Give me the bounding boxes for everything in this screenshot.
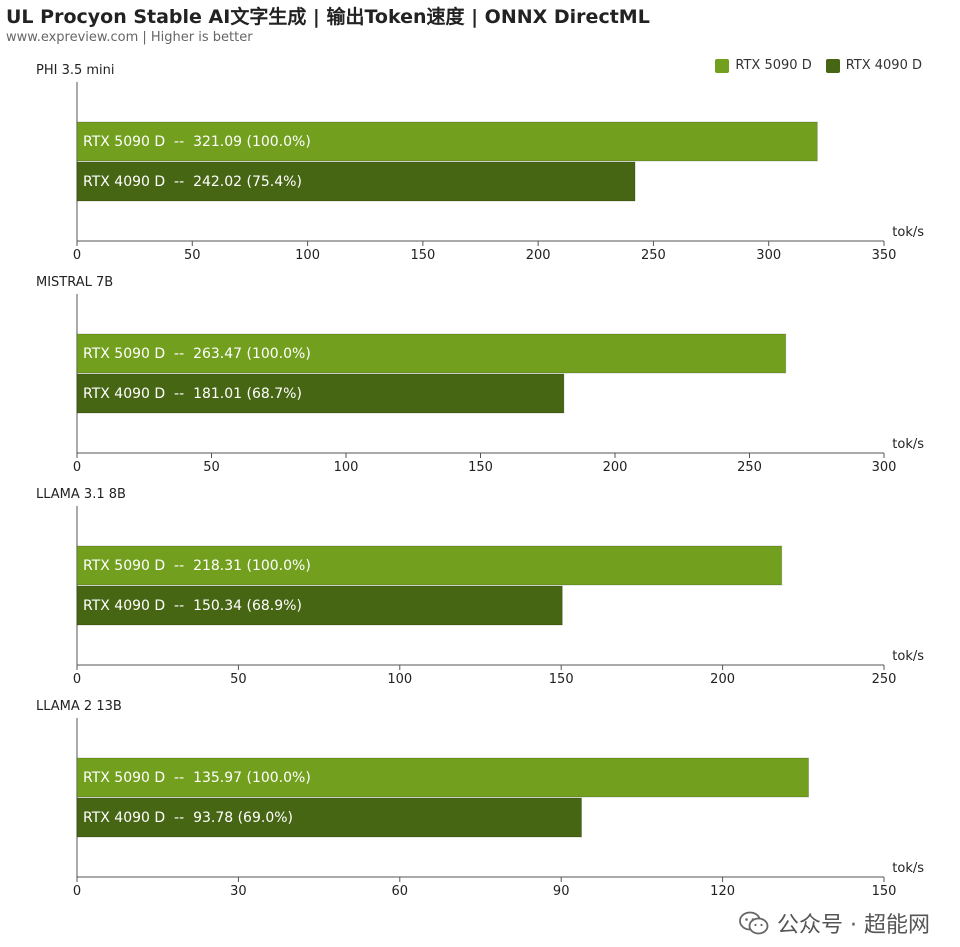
tick-label-llama-2-13b-60: 60	[392, 884, 409, 899]
bar-mistral-7b-rtx-5090-d	[76, 333, 787, 374]
bar-label-llama-3-1-8b-rtx-5090-d: RTX 5090 D -- 218.31 (100.0%)	[83, 558, 311, 574]
panel-title-phi-3-5-mini: PHI 3.5 mini	[36, 63, 115, 78]
bar-label-phi-3-5-mini-rtx-4090-d: RTX 4090 D -- 242.02 (75.4%)	[83, 174, 302, 190]
legend-swatch-rtx-4090-d	[825, 58, 840, 73]
tick-label-phi-3-5-mini-300: 300	[756, 248, 781, 263]
bar-label-llama-2-13b-rtx-4090-d: RTX 4090 D -- 93.78 (69.0%)	[83, 810, 293, 826]
bar-phi-3-5-mini-rtx-4090-d	[76, 161, 636, 202]
tick-label-llama-3-1-8b-50: 50	[230, 672, 247, 687]
x-axis-label-mistral-7b: tok/s	[892, 437, 924, 452]
tick-label-mistral-7b-0: 0	[73, 460, 81, 475]
tick-label-mistral-7b-300: 300	[872, 460, 897, 475]
bar-llama-3-1-8b-rtx-4090-d	[76, 585, 563, 626]
tick-label-llama-2-13b-90: 90	[553, 884, 570, 899]
legend-label-rtx-5090-d: RTX 5090 D	[735, 58, 812, 73]
bar-label-llama-2-13b-rtx-5090-d: RTX 5090 D -- 135.97 (100.0%)	[83, 770, 311, 786]
legend-swatch-rtx-5090-d	[715, 58, 730, 73]
bar-phi-3-5-mini-rtx-5090-d	[76, 121, 818, 162]
x-axis-label-llama-3-1-8b: tok/s	[892, 649, 924, 664]
tick-label-mistral-7b-50: 50	[203, 460, 220, 475]
chart-subtitle: www.expreview.com | Higher is better	[6, 30, 253, 45]
tick-label-llama-2-13b-30: 30	[230, 884, 247, 899]
panel-title-mistral-7b: MISTRAL 7B	[36, 275, 113, 290]
tick-label-phi-3-5-mini-350: 350	[872, 248, 897, 263]
watermark-text: 公众号 · 超能网	[777, 913, 930, 938]
tick-label-llama-2-13b-0: 0	[73, 884, 81, 899]
tick-label-mistral-7b-100: 100	[334, 460, 359, 475]
legend-item-rtx-5090-d: RTX 5090 D	[715, 58, 812, 73]
tick-label-llama-3-1-8b-250: 250	[872, 672, 897, 687]
tick-label-mistral-7b-150: 150	[468, 460, 493, 475]
tick-label-phi-3-5-mini-50: 50	[184, 248, 201, 263]
legend-label-rtx-4090-d: RTX 4090 D	[845, 58, 922, 73]
tick-label-llama-3-1-8b-0: 0	[73, 672, 81, 687]
tick-label-llama-2-13b-150: 150	[872, 884, 897, 899]
chart-title: UL Procyon Stable AI文字生成 | 输出Token速度 | O…	[6, 6, 650, 28]
tick-label-phi-3-5-mini-250: 250	[641, 248, 666, 263]
bar-llama-2-13b-rtx-5090-d	[76, 757, 810, 798]
bar-label-mistral-7b-rtx-4090-d: RTX 4090 D -- 181.01 (68.7%)	[83, 386, 302, 402]
bar-llama-2-13b-rtx-4090-d	[76, 797, 583, 838]
legend: RTX 5090 D RTX 4090 D	[715, 58, 922, 73]
tick-label-mistral-7b-250: 250	[737, 460, 762, 475]
tick-label-llama-3-1-8b-150: 150	[549, 672, 574, 687]
legend-item-rtx-4090-d: RTX 4090 D	[825, 58, 922, 73]
bar-mistral-7b-rtx-4090-d	[76, 373, 565, 414]
bar-label-phi-3-5-mini-rtx-5090-d: RTX 5090 D -- 321.09 (100.0%)	[83, 134, 311, 150]
tick-label-phi-3-5-mini-0: 0	[73, 248, 81, 263]
watermark: 公众号 · 超能网	[739, 907, 930, 939]
tick-label-llama-3-1-8b-100: 100	[387, 672, 412, 687]
tick-label-phi-3-5-mini-200: 200	[526, 248, 551, 263]
x-axis-label-llama-2-13b: tok/s	[892, 861, 924, 876]
x-axis-label-phi-3-5-mini: tok/s	[892, 225, 924, 240]
bar-label-llama-3-1-8b-rtx-4090-d: RTX 4090 D -- 150.34 (68.9%)	[83, 598, 302, 614]
bar-label-mistral-7b-rtx-5090-d: RTX 5090 D -- 263.47 (100.0%)	[83, 346, 311, 362]
tick-label-phi-3-5-mini-100: 100	[295, 248, 320, 263]
tick-label-llama-3-1-8b-200: 200	[710, 672, 735, 687]
tick-label-phi-3-5-mini-150: 150	[410, 248, 435, 263]
tick-label-mistral-7b-200: 200	[603, 460, 628, 475]
tick-label-llama-2-13b-120: 120	[710, 884, 735, 899]
panel-title-llama-3-1-8b: LLAMA 3.1 8B	[36, 487, 126, 502]
wechat-icon	[739, 911, 769, 935]
panel-title-llama-2-13b: LLAMA 2 13B	[36, 699, 122, 714]
bar-llama-3-1-8b-rtx-5090-d	[76, 545, 783, 586]
